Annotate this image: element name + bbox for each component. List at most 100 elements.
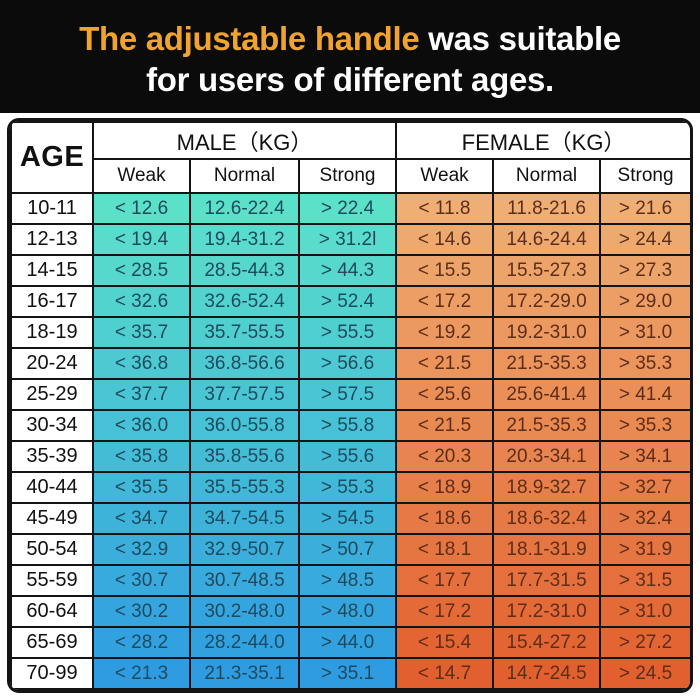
male-weak-cell: < 21.3: [92, 657, 191, 690]
table-row: 70-99 < 21.3 21.3-35.1 > 35.1 < 14.7 14.7-24.…: [10, 657, 690, 690]
male-normal-cell: 32.6-52.4: [189, 285, 300, 318]
table-row: 55-59 < 30.7 30.7-48.5 > 48.5 < 17.7 17.7-31.…: [10, 564, 690, 597]
female-weak-cell: < 20.3: [395, 440, 495, 473]
female-weak-cell: < 19.2: [395, 316, 495, 349]
title-rest: was suitable: [419, 19, 621, 57]
female-normal-cell: 17.7-31.5: [492, 564, 602, 597]
female-weak-cell: < 18.9: [395, 471, 495, 504]
table-row: 10-11 < 12.6 12.6-22.4 > 22.4 < 11.8 11.8-21.…: [10, 192, 690, 225]
female-normal-cell: 17.2-31.0: [492, 595, 602, 628]
table-row: 30-34 < 36.0 36.0-55.8 > 55.8 < 21.5 21.5-35.…: [10, 409, 690, 442]
female-weak-cell: < 17.2: [395, 595, 495, 628]
age-cell: 12-13: [10, 223, 94, 256]
male-weak-header: Weak: [92, 158, 191, 194]
table-row: 35-39 < 35.8 35.8-55.6 > 55.6 < 20.3 20.3-34.…: [10, 440, 690, 473]
male-normal-cell: 37.7-57.5: [189, 378, 300, 411]
female-weak-header: Weak: [395, 158, 495, 194]
table-row: 14-15 < 28.5 28.5-44.3 > 44.3 < 15.5 15.5-27.…: [10, 254, 690, 287]
male-strong-cell: > 48.5: [297, 564, 398, 597]
sub-header-row: Weak Normal Strong Weak Normal Strong: [11, 158, 690, 194]
female-weak-cell: < 21.5: [395, 347, 495, 380]
female-weak-cell: < 21.5: [395, 409, 495, 442]
female-strong-cell: > 32.4: [599, 502, 690, 535]
female-normal-cell: 25.6-41.4: [492, 378, 602, 411]
age-cell: 35-39: [10, 440, 94, 473]
age-cell: 45-49: [10, 502, 94, 535]
female-weak-cell: < 15.4: [395, 626, 495, 659]
male-strong-cell: > 52.4: [297, 285, 398, 318]
male-weak-cell: < 34.7: [92, 502, 191, 535]
female-strong-cell: > 21.6: [599, 192, 690, 225]
male-strong-cell: > 55.8: [297, 409, 398, 442]
male-weak-cell: < 12.6: [92, 192, 191, 225]
age-cell: 14-15: [10, 254, 94, 287]
female-normal-cell: 18.9-32.7: [492, 471, 602, 504]
table-row: 25-29 < 37.7 37.7-57.5 > 57.5 < 25.6 25.6-41.…: [10, 378, 690, 411]
table-row: 40-44 < 35.5 35.5-55.3 > 55.3 < 18.9 18.9-32.…: [10, 471, 690, 504]
title-banner: The adjustable handle was suitable for u…: [0, 0, 700, 113]
female-strong-cell: > 35.3: [599, 347, 690, 380]
age-cell: 40-44: [10, 471, 94, 504]
male-strong-cell: > 31.2l: [297, 223, 398, 256]
table-row: 12-13 < 19.4 19.4-31.2 > 31.2l < 14.6 14.6-24…: [10, 223, 690, 256]
female-normal-cell: 15.4-27.2: [492, 626, 602, 659]
table-header: AGE MALE（KG） FEMALE（KG） Weak Normal Stro…: [10, 121, 690, 194]
male-normal-header: Normal: [189, 158, 300, 194]
male-normal-cell: 32.9-50.7: [189, 533, 300, 566]
female-weak-cell: < 14.7: [395, 657, 495, 690]
female-strong-cell: > 27.3: [599, 254, 690, 287]
male-group-header: MALE（KG）: [91, 121, 398, 160]
male-strong-cell: > 54.5: [297, 502, 398, 535]
age-cell: 55-59: [10, 564, 94, 597]
male-normal-cell: 36.8-56.6: [189, 347, 300, 380]
male-strong-cell: > 44.3: [297, 254, 398, 287]
grip-strength-table: AGE MALE（KG） FEMALE（KG） Weak Normal Stro…: [10, 121, 690, 690]
male-weak-cell: < 35.8: [92, 440, 191, 473]
male-normal-cell: 35.7-55.5: [189, 316, 300, 349]
title-line1: The adjustable handle was suitable: [79, 18, 621, 59]
female-normal-cell: 14.6-24.4: [492, 223, 602, 256]
female-weak-cell: < 11.8: [395, 192, 495, 225]
female-strong-header: Strong: [599, 158, 690, 194]
female-strong-cell: > 24.5: [599, 657, 690, 690]
male-strong-cell: > 55.5: [297, 316, 398, 349]
female-strong-cell: > 41.4: [599, 378, 690, 411]
female-normal-cell: 20.3-34.1: [492, 440, 602, 473]
male-strong-cell: > 44.0: [297, 626, 398, 659]
table-row: 65-69 < 28.2 28.2-44.0 > 44.0 < 15.4 15.4-27.…: [10, 626, 690, 659]
table-row: 45-49 < 34.7 34.7-54.5 > 54.5 < 18.6 18.6-32.…: [10, 502, 690, 535]
title-highlight: The adjustable handle: [79, 19, 420, 57]
female-normal-header: Normal: [492, 158, 602, 194]
female-strong-cell: > 24.4: [599, 223, 690, 256]
table-row: 20-24 < 36.8 36.8-56.6 > 56.6 < 21.5 21.5-35.…: [10, 347, 690, 380]
male-strong-cell: > 55.6: [297, 440, 398, 473]
age-column-header: AGE: [10, 121, 94, 194]
female-strong-cell: > 31.0: [599, 316, 690, 349]
age-cell: 70-99: [10, 657, 94, 690]
male-normal-cell: 28.2-44.0: [189, 626, 300, 659]
female-strong-cell: > 32.7: [599, 471, 690, 504]
male-strong-cell: > 56.6: [297, 347, 398, 380]
female-normal-cell: 21.5-35.3: [492, 409, 602, 442]
female-weak-cell: < 17.2: [395, 285, 495, 318]
female-normal-cell: 17.2-29.0: [492, 285, 602, 318]
male-weak-cell: < 19.4: [92, 223, 191, 256]
female-strong-cell: > 31.0: [599, 595, 690, 628]
age-cell: 60-64: [10, 595, 94, 628]
male-strong-cell: > 50.7: [297, 533, 398, 566]
table-row: 60-64 < 30.2 30.2-48.0 > 48.0 < 17.2 17.2-31.…: [10, 595, 690, 628]
group-header-row: AGE MALE（KG） FEMALE（KG）: [10, 121, 690, 194]
male-normal-cell: 30.7-48.5: [189, 564, 300, 597]
male-normal-cell: 36.0-55.8: [189, 409, 300, 442]
table-row: 16-17 < 32.6 32.6-52.4 > 52.4 < 17.2 17.2-29.…: [10, 285, 690, 318]
age-cell: 25-29: [10, 378, 94, 411]
female-strong-cell: > 27.2: [599, 626, 690, 659]
male-weak-cell: < 30.7: [92, 564, 191, 597]
female-strong-cell: > 34.1: [599, 440, 690, 473]
male-weak-cell: < 30.2: [92, 595, 191, 628]
female-normal-cell: 15.5-27.3: [492, 254, 602, 287]
male-weak-cell: < 37.7: [92, 378, 191, 411]
male-strong-header: Strong: [297, 158, 398, 194]
age-cell: 10-11: [10, 192, 94, 225]
